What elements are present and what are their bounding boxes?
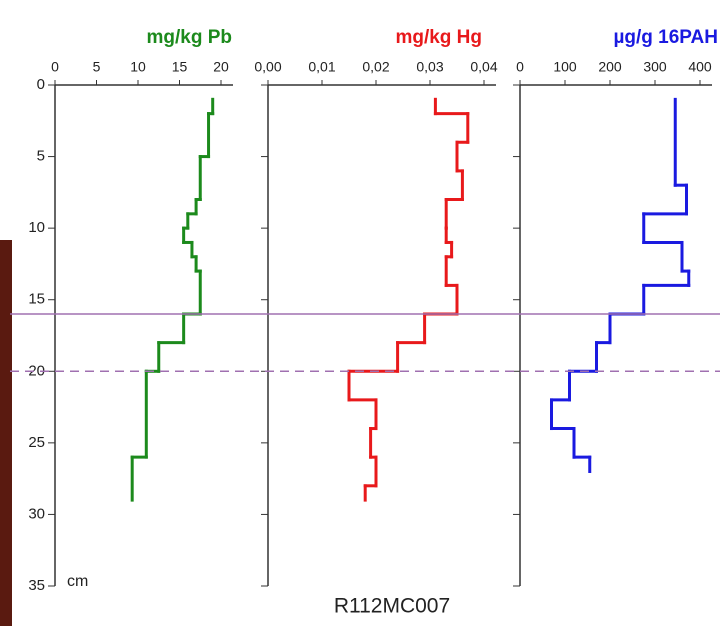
- x-tick-label: 0: [516, 59, 524, 75]
- y-tick-label: 30: [28, 505, 45, 522]
- y-tick-label: 0: [37, 76, 45, 93]
- x-tick-label: 100: [553, 59, 577, 75]
- y-axis-label: cm: [67, 573, 88, 590]
- y-tick-label: 5: [37, 148, 45, 165]
- x-tick-label: 0,03: [416, 59, 443, 75]
- chart-title: µg/g 16PAH: [613, 27, 718, 48]
- x-tick-label: 5: [93, 59, 101, 75]
- y-tick-label: 25: [28, 434, 45, 451]
- x-tick-label: 15: [172, 59, 188, 75]
- x-tick-label: 0,01: [308, 59, 335, 75]
- x-tick-label: 200: [598, 59, 622, 75]
- chart-title: mg/kg Pb: [146, 27, 232, 48]
- x-tick-label: 300: [643, 59, 667, 75]
- x-tick-label: 400: [688, 59, 712, 75]
- photo-edge: [0, 240, 12, 626]
- x-tick-label: 0,02: [362, 59, 389, 75]
- caption: R112MC007: [334, 595, 450, 618]
- chart-title: mg/kg Hg: [395, 27, 482, 48]
- y-tick-label: 10: [28, 219, 45, 236]
- y-tick-label: 35: [28, 577, 45, 594]
- x-tick-label: 0,00: [254, 59, 281, 75]
- y-tick-label: 15: [28, 291, 45, 308]
- x-tick-label: 20: [213, 59, 229, 75]
- y-tick-label: 20: [28, 362, 45, 379]
- x-tick-label: 10: [130, 59, 146, 75]
- x-tick-label: 0,04: [470, 59, 497, 75]
- x-tick-label: 0: [51, 59, 59, 75]
